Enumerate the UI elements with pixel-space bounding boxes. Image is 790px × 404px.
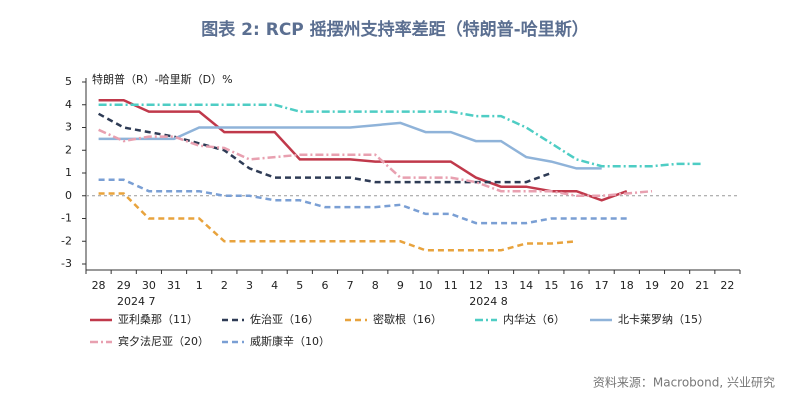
x-tick-label: 13 bbox=[494, 279, 508, 292]
y-axis-label: 特朗普（R）-哈里斯（D）% bbox=[92, 72, 233, 86]
x-tick-label: 30 bbox=[142, 279, 156, 292]
legend-label: 威斯康辛（10） bbox=[250, 334, 330, 348]
source: 资料来源：Macrobond, 兴业研究 bbox=[593, 375, 775, 390]
legend-label: 内华达（6） bbox=[503, 312, 565, 326]
series-line bbox=[98, 112, 552, 184]
series-line bbox=[98, 128, 653, 198]
x-tick-label: 10 bbox=[419, 279, 433, 292]
x-tick-label: 19 bbox=[645, 279, 659, 292]
y-tick-label: 1 bbox=[65, 166, 72, 179]
x-group-label: 2024 8 bbox=[469, 295, 508, 308]
x-tick-label: 3 bbox=[246, 279, 253, 292]
x-tick-label: 15 bbox=[544, 279, 558, 292]
y-tick-label: -3 bbox=[61, 257, 72, 270]
x-tick-label: 16 bbox=[570, 279, 584, 292]
series-line bbox=[98, 103, 703, 168]
y-tick-label: 4 bbox=[65, 98, 72, 111]
x-tick-label: 11 bbox=[444, 279, 458, 292]
x-tick-label: 28 bbox=[92, 279, 106, 292]
x-tick-label: 31 bbox=[167, 279, 181, 292]
series-line bbox=[98, 121, 602, 170]
series-line bbox=[98, 178, 627, 225]
x-tick-label: 2 bbox=[221, 279, 228, 292]
y-tick-label: -2 bbox=[61, 234, 72, 247]
y-tick-label: -1 bbox=[61, 212, 72, 225]
x-tick-label: 6 bbox=[321, 279, 328, 292]
x-tick-label: 18 bbox=[620, 279, 634, 292]
x-tick-label: 29 bbox=[117, 279, 131, 292]
x-tick-label: 12 bbox=[469, 279, 483, 292]
x-tick-label: 21 bbox=[695, 279, 709, 292]
legend-label: 密歇根（16） bbox=[373, 312, 442, 326]
x-tick-label: 9 bbox=[397, 279, 404, 292]
x-tick-label: 17 bbox=[595, 279, 609, 292]
x-group-label: 2024 7 bbox=[117, 295, 156, 308]
series-line bbox=[98, 98, 628, 202]
y-tick-label: 5 bbox=[65, 75, 72, 88]
y-tick-label: 2 bbox=[65, 143, 72, 156]
y-tick-label: 3 bbox=[65, 121, 72, 134]
x-tick-label: 8 bbox=[372, 279, 379, 292]
chart-title: 图表 2: RCP 摇摆州支持率差距（特朗普-哈里斯） bbox=[201, 19, 588, 40]
legend-label: 北卡莱罗纳（15） bbox=[618, 313, 709, 326]
x-tick-label: 1 bbox=[196, 279, 203, 292]
x-tick-label: 22 bbox=[720, 279, 734, 292]
y-tick-label: 0 bbox=[65, 189, 72, 202]
legend-label: 亚利桑那（11） bbox=[118, 313, 198, 326]
x-tick-label: 14 bbox=[519, 279, 533, 292]
x-tick-label: 20 bbox=[670, 279, 684, 292]
x-tick-label: 4 bbox=[271, 279, 278, 292]
x-tick-label: 7 bbox=[347, 279, 354, 292]
legend-label: 宾夕法尼亚（20） bbox=[118, 334, 209, 348]
x-tick-label: 5 bbox=[296, 279, 303, 292]
legend-label: 佐治亚（16） bbox=[250, 312, 319, 326]
